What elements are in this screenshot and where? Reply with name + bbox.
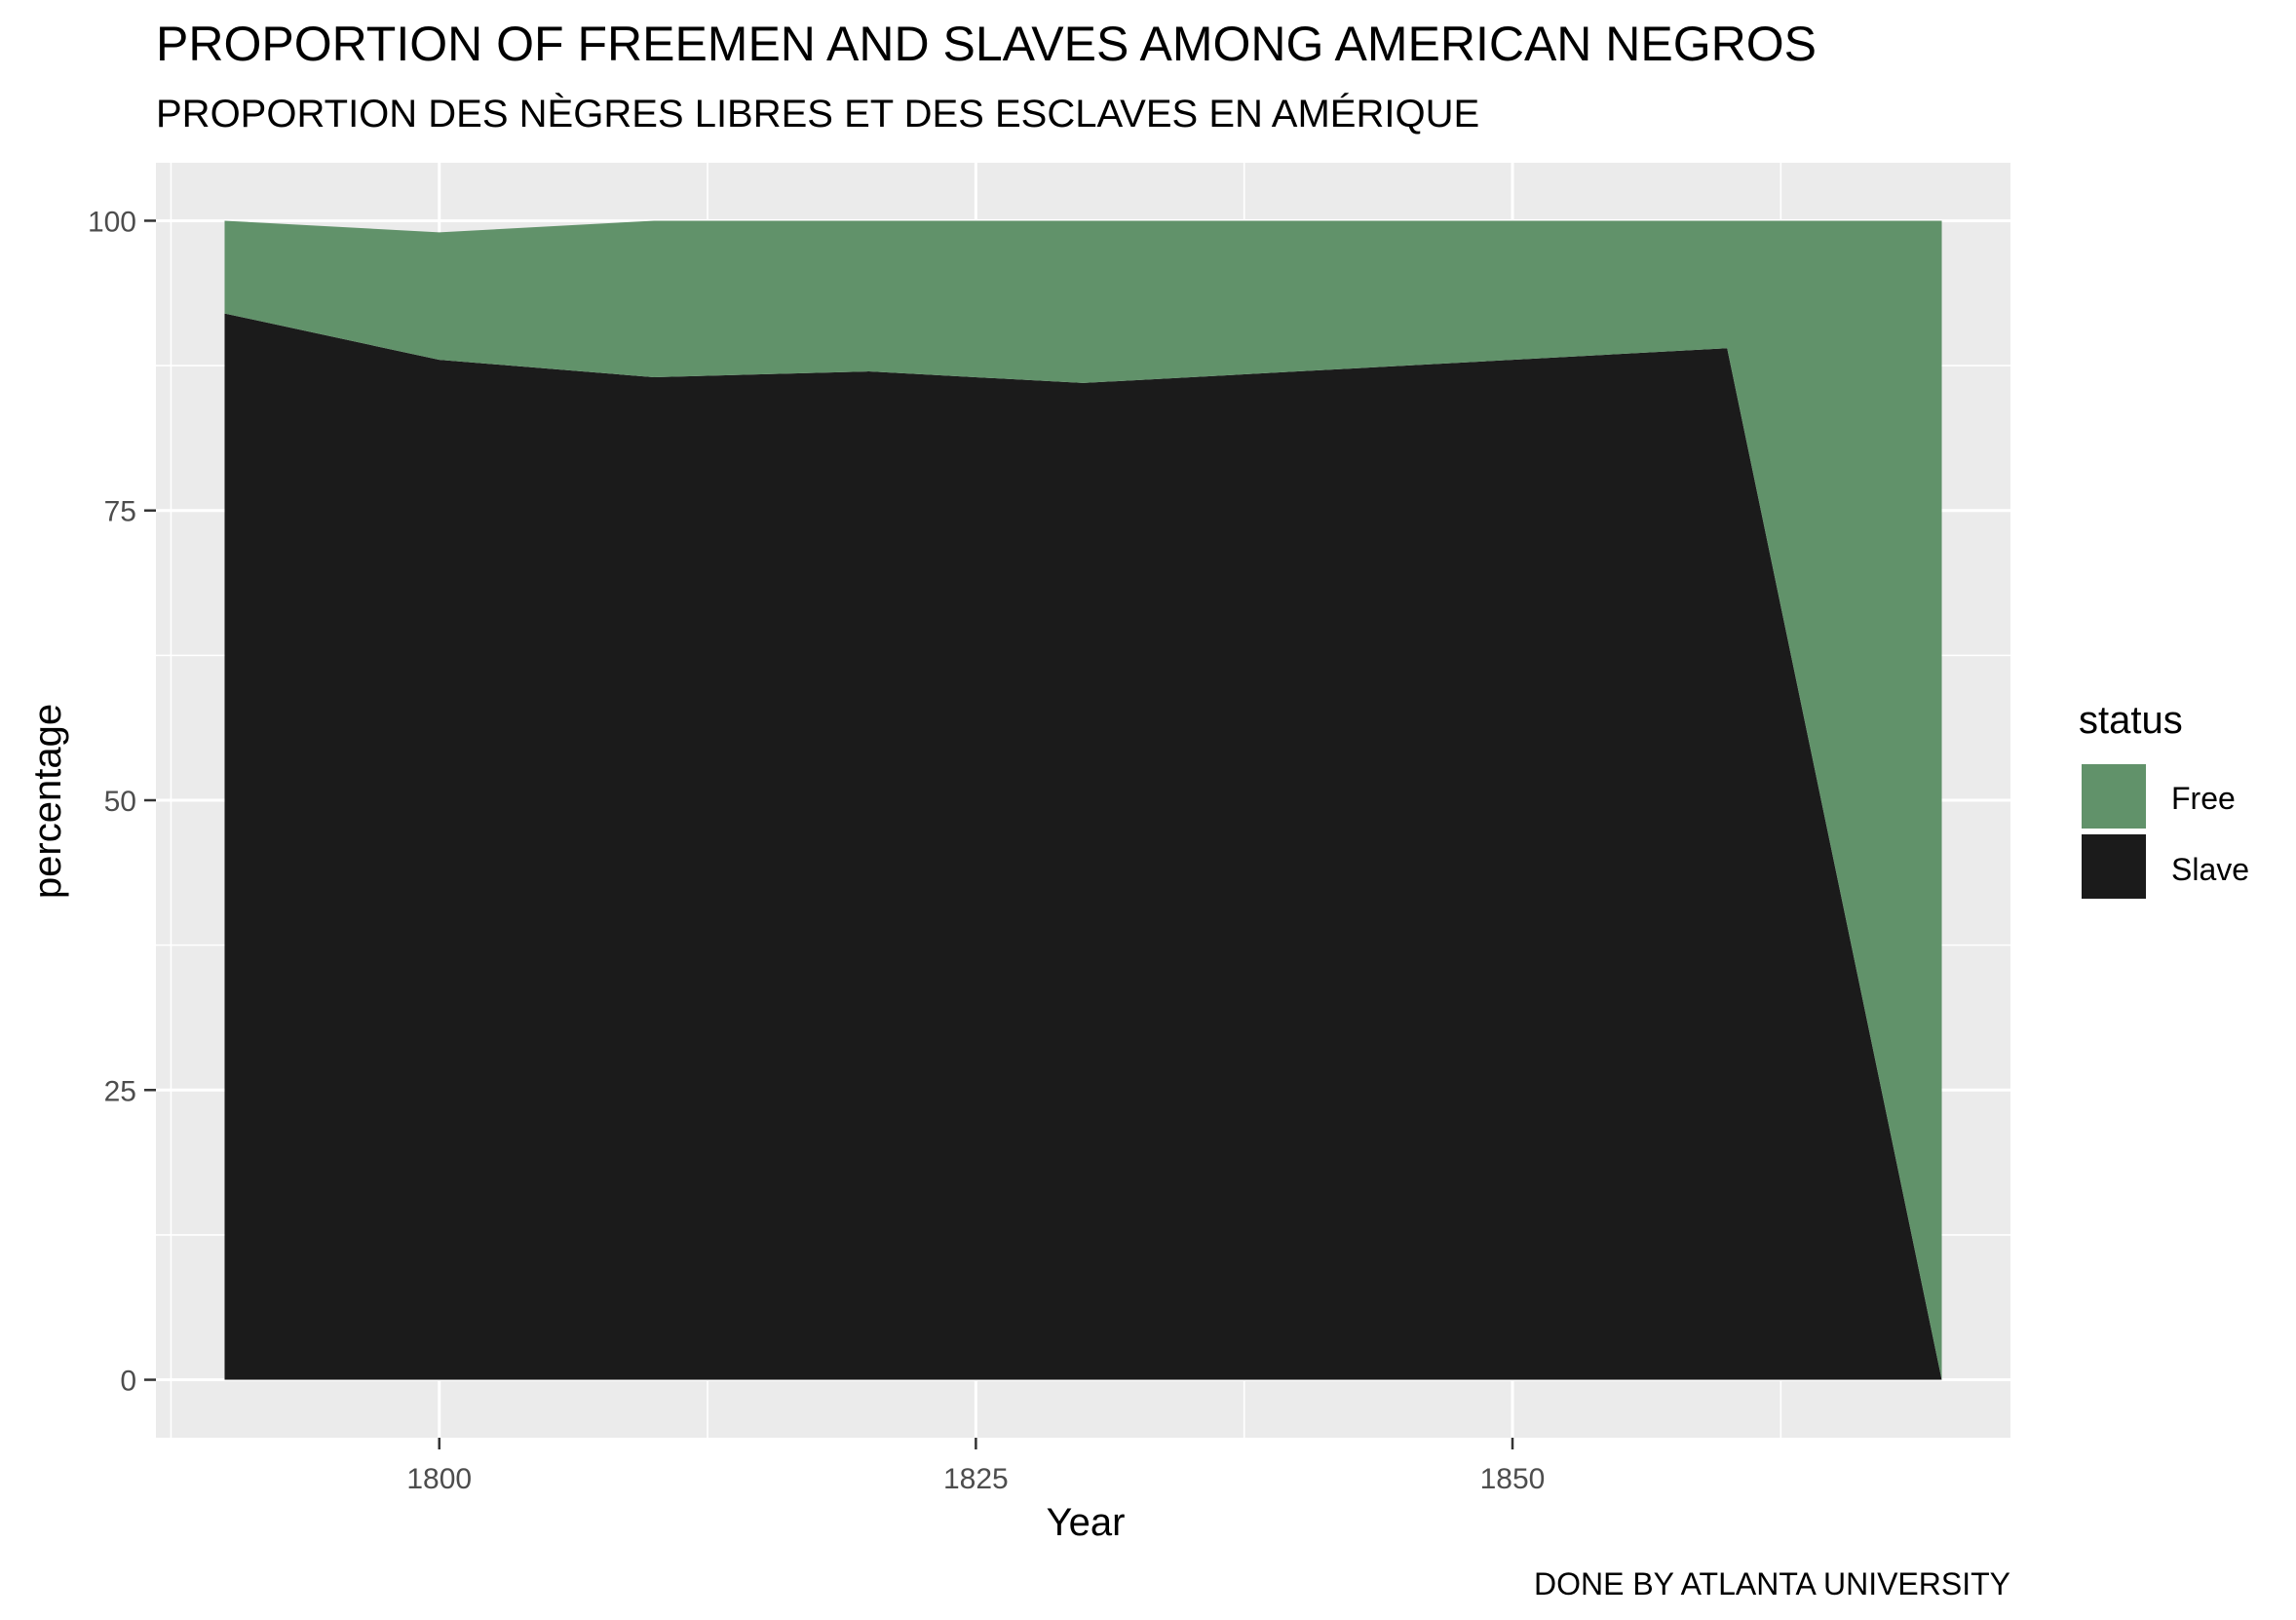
chart-title: PROPORTION OF FREEMEN AND SLAVES AMONG A… [156, 17, 1817, 71]
y-tick-label: 100 [88, 206, 136, 238]
legend-label-free: Free [2171, 781, 2236, 816]
y-tick-label: 50 [104, 786, 136, 818]
legend: status Free Slave [2079, 699, 2249, 899]
y-axis-title: percentage [26, 704, 69, 899]
x-axis-title: Year [1047, 1501, 1126, 1544]
chart-subtitle: PROPORTION DES NÈGRES LIBRES ET DES ESCL… [156, 92, 1479, 135]
legend-label-slave: Slave [2171, 852, 2249, 887]
area-free [224, 220, 1942, 1380]
x-tick-label: 1800 [406, 1463, 472, 1495]
y-axis: 0 25 50 75 100 [88, 206, 156, 1398]
x-axis: 1800 1825 1850 [406, 1438, 1545, 1495]
legend-key-slave [2082, 834, 2146, 899]
x-tick-label: 1825 [943, 1463, 1009, 1495]
y-tick-label: 0 [120, 1366, 136, 1398]
legend-title: status [2079, 699, 2183, 742]
y-tick-label: 75 [104, 496, 136, 528]
legend-key-free [2082, 764, 2146, 829]
area-slave [224, 313, 1942, 1380]
area-layers [224, 220, 1942, 1380]
x-tick-label: 1850 [1480, 1463, 1546, 1495]
chart-caption: DONE BY ATLANTA UNIVERSITY [1534, 1566, 2010, 1601]
y-tick-label: 25 [104, 1075, 136, 1107]
